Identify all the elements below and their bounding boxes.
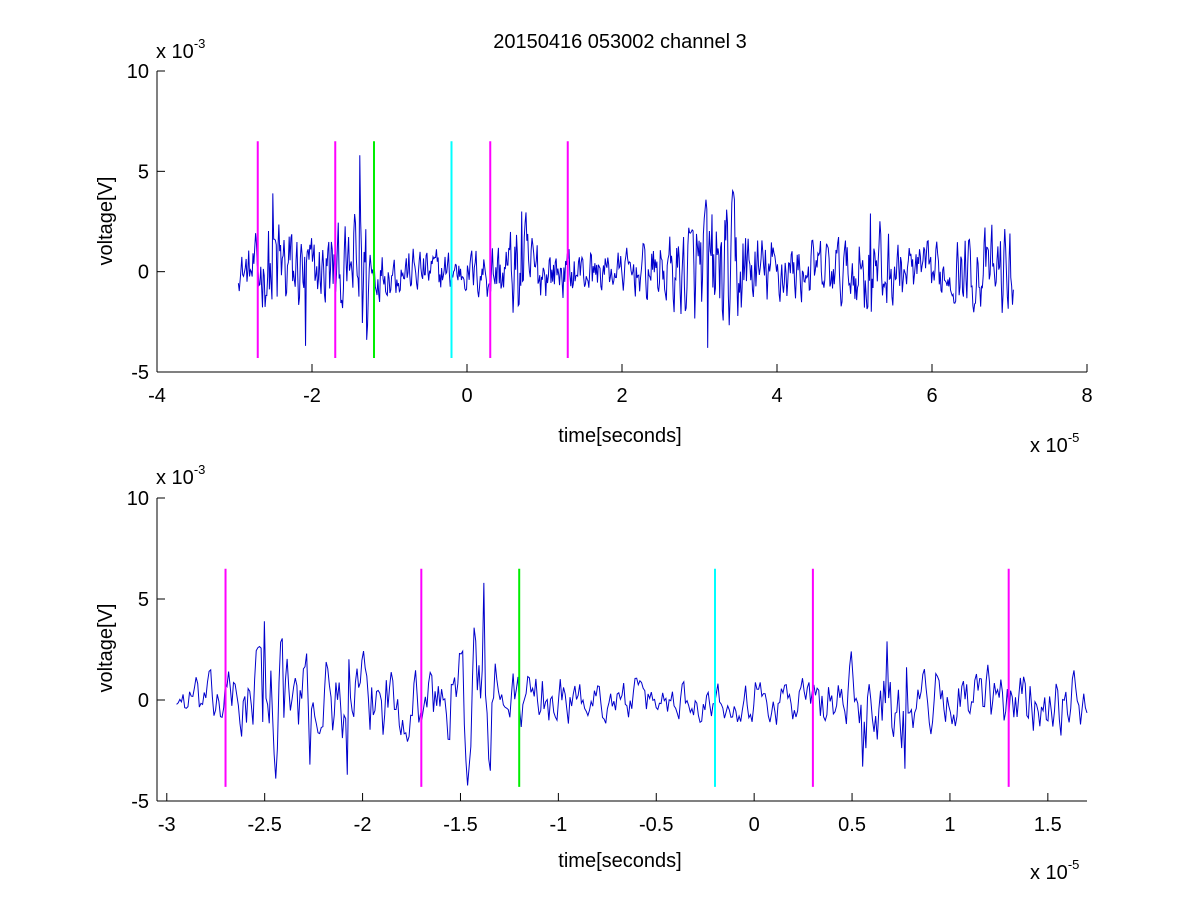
x-tick-label: 4	[771, 385, 782, 407]
y-tick-label: 10	[127, 488, 149, 510]
x-tick-label: -2.5	[247, 814, 281, 836]
signal-trace	[237, 155, 1014, 348]
y-tick-label: -5	[131, 362, 149, 384]
signal-trace	[176, 582, 1088, 786]
x-scale-factor-exponent-bottom: -5	[1068, 857, 1080, 872]
subplot-bottom: -3 -2.5 -2 -1.5 -1 -0.5 0 0.5 1 1.5 -5 0 5 10 time[se…	[95, 462, 1088, 884]
trace-layer-bottom	[176, 582, 1088, 786]
marker-layer-top	[256, 141, 569, 358]
y-scale-factor-base-top: x 10	[156, 41, 194, 63]
x-tick-label: -1.5	[443, 814, 477, 836]
marker-layer-bottom	[224, 568, 1010, 787]
x-scale-factor-top: x 10-5	[1030, 430, 1079, 457]
x-tick-label: 1	[944, 814, 955, 836]
y-tick-label: -5	[131, 791, 149, 813]
y-axis-label-top: voltage[V]	[95, 177, 117, 266]
y-scale-factor-top: x 10-3	[156, 36, 205, 63]
y-tick-label: 10	[127, 61, 149, 83]
x-tick-label: 6	[926, 385, 937, 407]
y-tick-label: 0	[138, 690, 149, 712]
x-tick-label: -0.5	[639, 814, 673, 836]
x-scale-factor-base-bottom: x 10	[1030, 862, 1068, 884]
axes-bottom: -3 -2.5 -2 -1.5 -1 -0.5 0 0.5 1 1.5 -5 0 5 10	[127, 488, 1087, 836]
trace-layer-top	[237, 155, 1014, 348]
x-scale-factor-bottom: x 10-5	[1030, 857, 1079, 884]
x-tick-label: 2	[616, 385, 627, 407]
x-axis-label-bottom: time[seconds]	[558, 850, 681, 872]
y-axis-label-bottom: voltage[V]	[95, 604, 117, 693]
x-tick-label: -2	[303, 385, 321, 407]
x-tick-label: -3	[158, 814, 176, 836]
x-scale-factor-base-top: x 10	[1030, 435, 1068, 457]
x-tick-label: 0.5	[838, 814, 866, 836]
y-tick-label: 0	[138, 262, 149, 284]
y-tick-label: 5	[138, 589, 149, 611]
y-scale-factor-bottom: x 10-3	[156, 462, 205, 489]
x-tick-label: 0	[461, 385, 472, 407]
y-scale-factor-exponent-top: -3	[194, 36, 206, 51]
x-tick-label: 8	[1081, 385, 1092, 407]
x-axis-label-top: time[seconds]	[558, 425, 681, 447]
x-tick-label: -4	[148, 385, 166, 407]
x-tick-label: -1	[549, 814, 567, 836]
y-scale-factor-base-bottom: x 10	[156, 467, 194, 489]
subplot-top: -4 -2 0 2 4 6 8 -5 0 5 10 time[seconds] voltage[V]…	[95, 36, 1093, 457]
x-scale-factor-exponent-top: -5	[1068, 430, 1080, 445]
figure-title: 20150416 053002 channel 3	[493, 31, 747, 53]
x-tick-label: 1.5	[1034, 814, 1062, 836]
x-tick-label: -2	[354, 814, 372, 836]
y-tick-label: 5	[138, 161, 149, 183]
axes-top: -4 -2 0 2 4 6 8 -5 0 5 10	[127, 61, 1093, 407]
x-tick-label: 0	[749, 814, 760, 836]
y-scale-factor-exponent-bottom: -3	[194, 462, 206, 477]
